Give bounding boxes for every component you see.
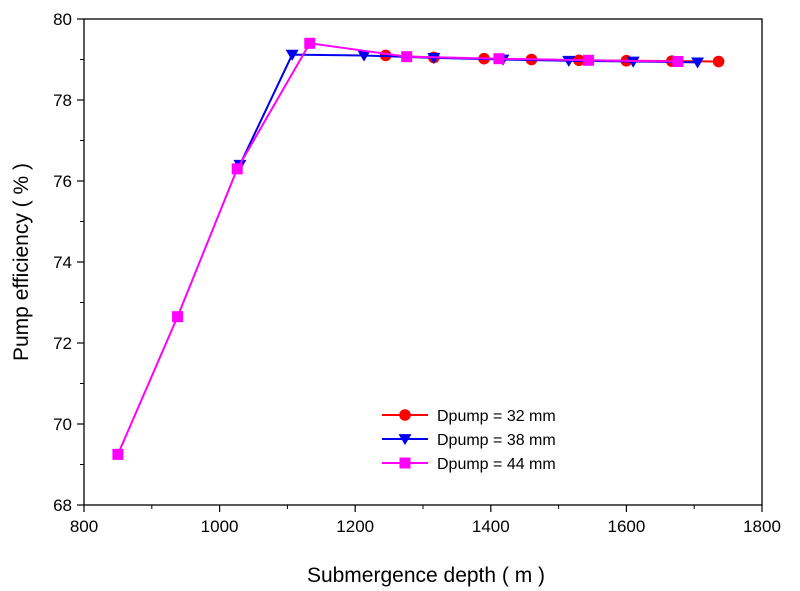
plot-area: 800 1000 1200 1400 1600 1800 68 70 72 74 76 78 80 (53, 10, 781, 536)
data-point (401, 51, 413, 63)
x-tick-label: 1200 (336, 517, 374, 536)
x-tick-label: 800 (70, 517, 98, 536)
data-point (493, 53, 505, 65)
legend-label: Dpump = 32 mm (437, 408, 556, 425)
data-point (562, 55, 576, 67)
data-point (112, 448, 124, 460)
legend-marker (398, 434, 412, 446)
y-tick-label: 68 (53, 496, 72, 515)
x-tick-label: 1000 (201, 517, 239, 536)
data-point (672, 56, 684, 68)
legend-label: Dpump = 44 mm (437, 456, 556, 473)
series-line-3 (116, 42, 678, 455)
data-point (626, 56, 640, 68)
legend-marker (399, 457, 411, 469)
legend-marker (399, 409, 411, 421)
x-tick-label: 1600 (607, 517, 645, 536)
data-point (172, 311, 184, 323)
x-axis-title: Submergence depth ( m ) (307, 564, 545, 587)
data-point (357, 50, 371, 62)
y-tick-label: 72 (53, 334, 72, 353)
y-axis-title: Pump efficiency ( % ) (10, 163, 33, 361)
data-point (691, 57, 705, 69)
y-tick-label: 78 (53, 91, 72, 110)
y-tick-label: 70 (53, 415, 72, 434)
data-point (231, 163, 243, 175)
x-tick-label: 1800 (743, 517, 781, 536)
x-tick-label: 1400 (472, 517, 510, 536)
y-tick-label: 76 (53, 172, 72, 191)
data-point (427, 53, 441, 65)
data-point (712, 55, 725, 68)
data-point (285, 49, 299, 61)
y-tick-label: 74 (53, 253, 72, 272)
series-line-2 (239, 53, 698, 166)
plot-frame (83, 18, 763, 506)
legend: Dpump = 32 mm Dpump = 38 mm Dpump = 44 mm (382, 408, 556, 473)
y-tick-label: 80 (53, 10, 72, 29)
data-point (304, 37, 316, 49)
data-point (582, 54, 594, 66)
legend-label: Dpump = 38 mm (437, 432, 556, 449)
